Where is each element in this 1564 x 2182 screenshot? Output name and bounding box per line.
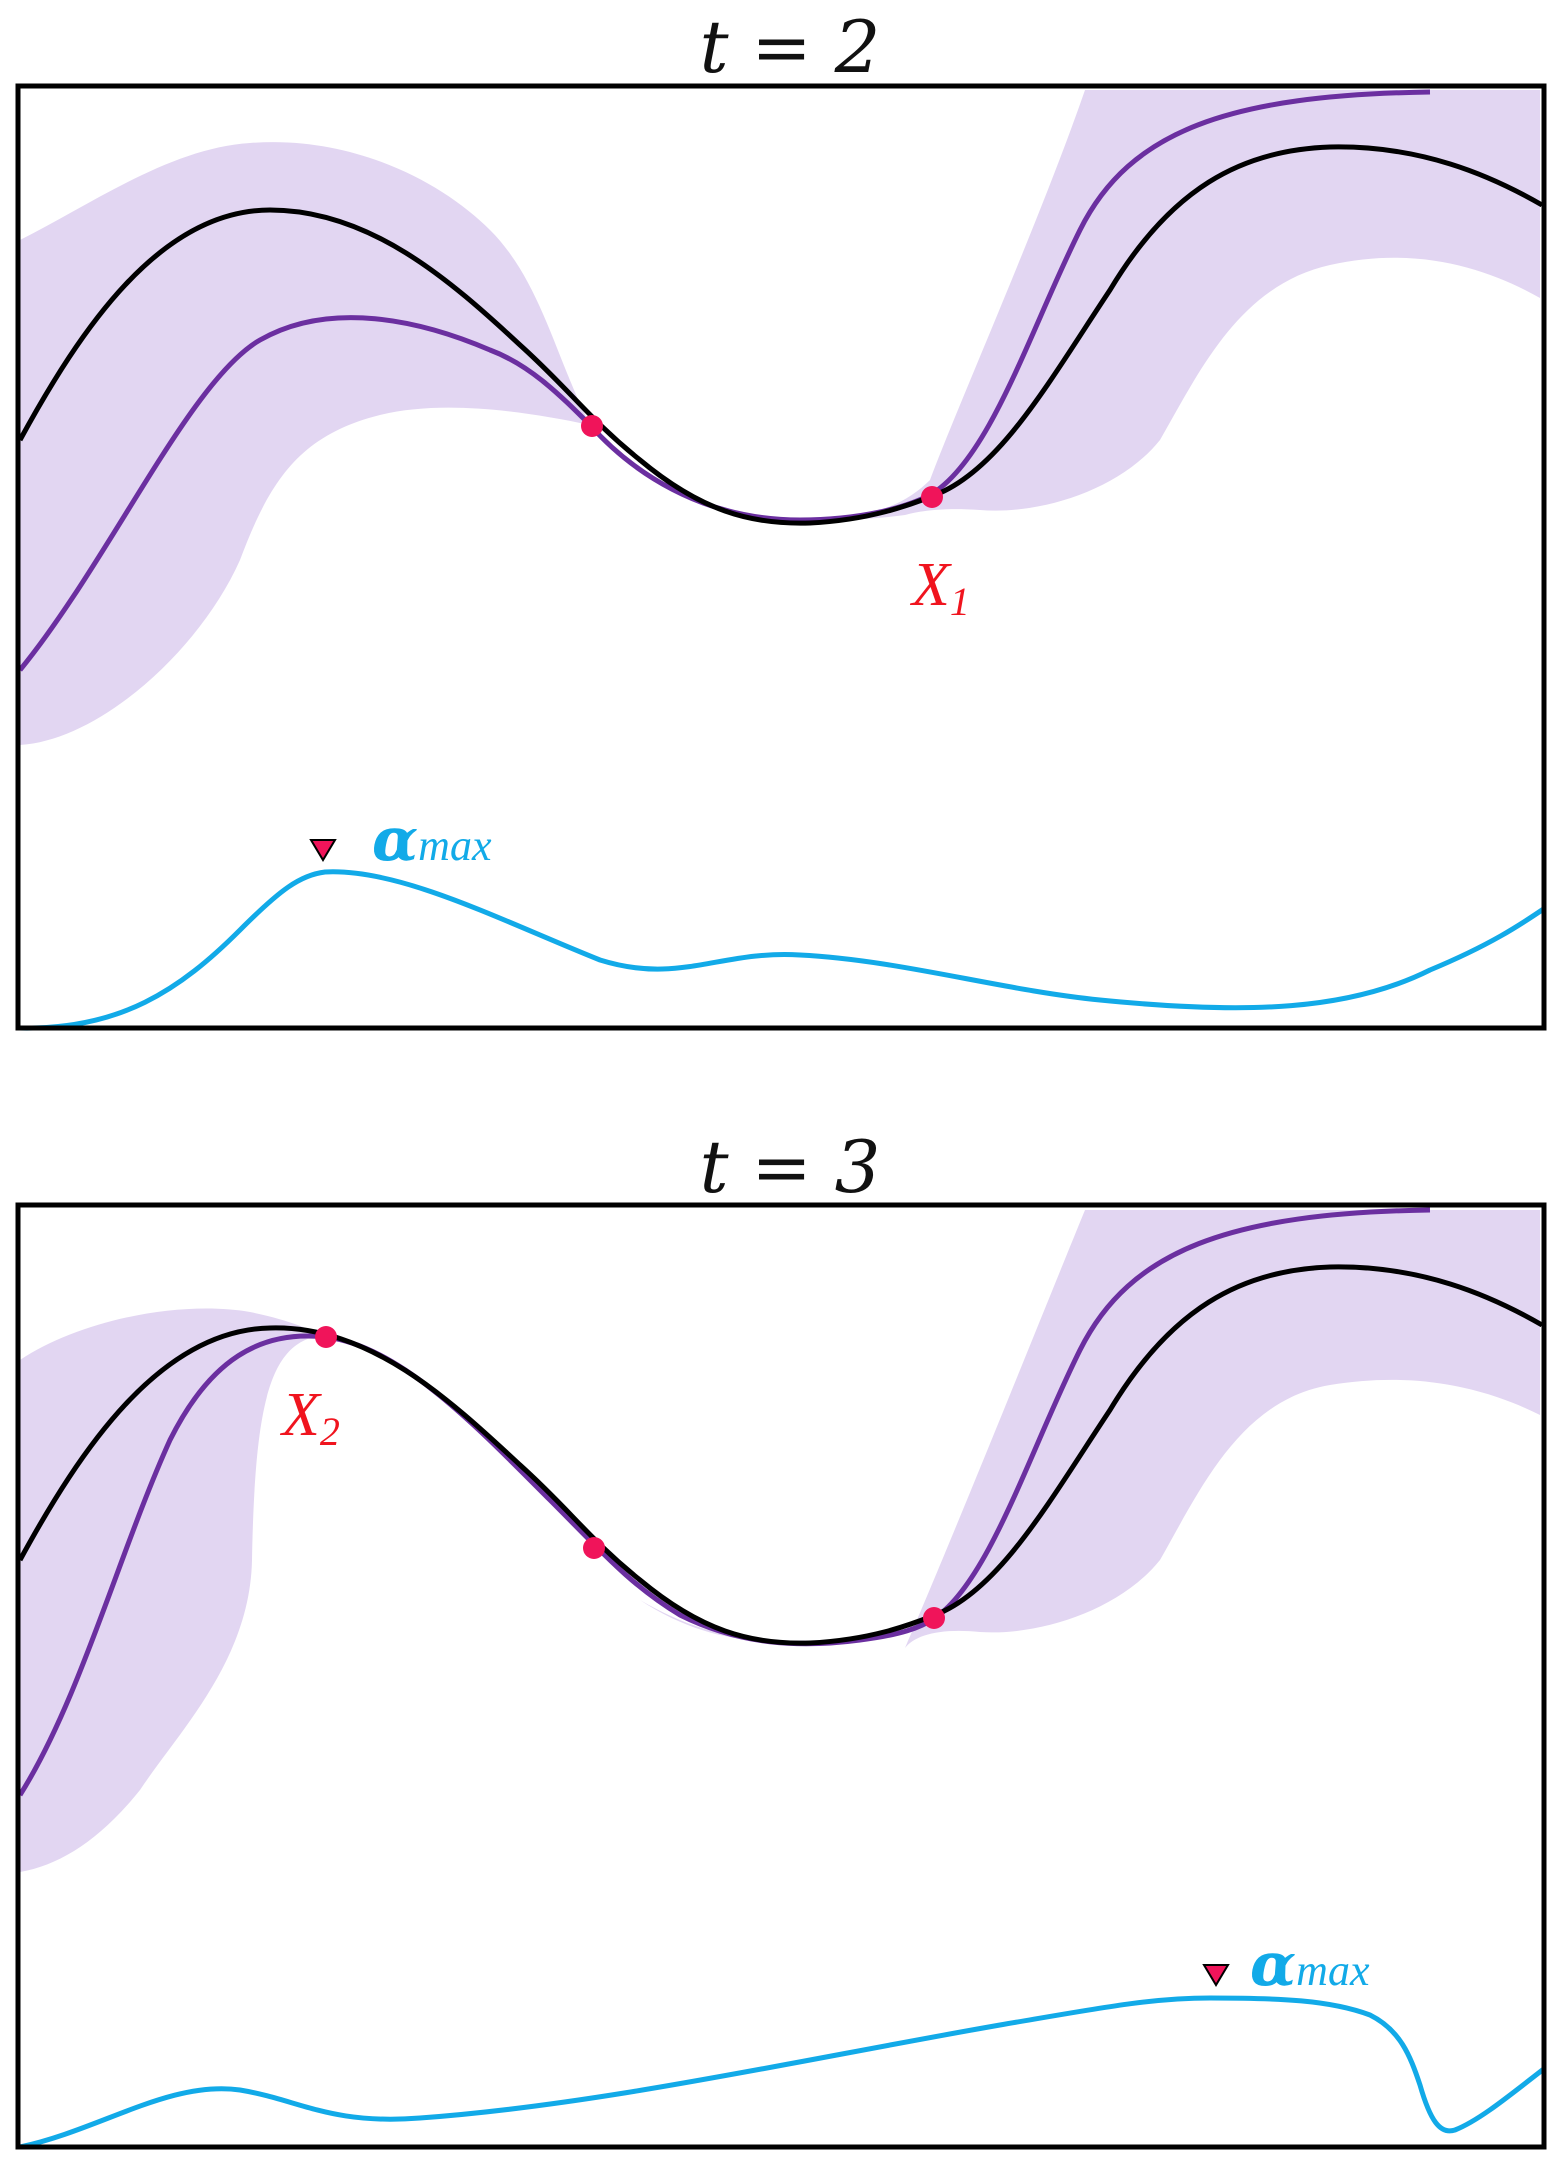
posterior-mean-curve [18,89,1431,672]
new-point-label: X2 [279,1381,340,1454]
plot-frame [15,83,1547,1031]
plot-frame [15,1202,1547,2150]
panel-t3: t = 3 X2 αmax [15,1125,1547,2150]
confidence-band [20,1210,1540,1872]
posterior-mean-curve [17,1207,1431,1797]
panel-title: t = 3 [700,1125,881,1209]
observation-point [315,1326,337,1348]
panel-title: t = 2 [700,5,881,89]
acquisition-max-label: αmax [1250,1930,1370,2000]
acquisition-function-curve [19,869,1547,1031]
new-point-label: X1 [909,551,970,624]
observation-point [583,1537,605,1559]
acquisition-max-label: αmax [372,805,492,875]
objective-function-curve [17,1264,1544,1646]
objective-function-curve [17,144,1544,526]
observation-point [921,486,943,508]
observation-point [923,1607,945,1629]
acquisition-max-marker [1202,1964,1230,1987]
observation-point [581,415,603,437]
confidence-band [20,90,1540,745]
acquisition-max-marker [309,839,337,862]
acquisition-function-curve [19,1995,1547,2150]
panel-t2: t = 2 X1 αmax [15,5,1547,1031]
